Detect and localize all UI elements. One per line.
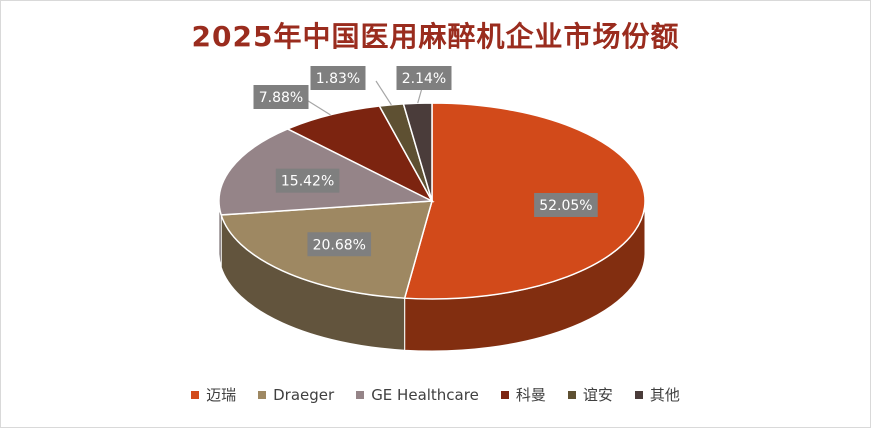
data-label-box-0: [534, 192, 598, 217]
leader-line-4: [375, 80, 392, 106]
leader-line-5: [417, 87, 423, 104]
legend-swatch: [191, 390, 200, 399]
legend-swatch: [634, 390, 643, 399]
leader-line-3: [304, 98, 331, 116]
legend-item: Draeger: [258, 384, 334, 405]
legend-swatch: [500, 390, 509, 399]
data-label-0: 52.05%: [539, 198, 592, 214]
data-label-box-5: [396, 66, 452, 90]
legend-label: 谊安: [582, 386, 613, 404]
data-label-3: 7.88%: [259, 90, 303, 106]
pie-slice-0: [403, 102, 646, 300]
legend-swatch: [258, 390, 267, 399]
data-label-box-4: [310, 66, 366, 90]
legend-label: 迈瑞: [206, 386, 237, 404]
legend: 迈瑞 Draeger GE Healthcare 科曼 谊安 其他: [1, 384, 870, 405]
chart-title: 2025年中国医用麻醉机企业市场份额: [191, 20, 680, 53]
legend-label: Draeger: [273, 385, 335, 404]
data-label-4: 1.83%: [316, 71, 360, 87]
data-label-box-3: [253, 85, 309, 109]
legend-item: 迈瑞: [191, 384, 236, 405]
legend-item: 谊安: [567, 384, 613, 405]
legend-swatch: [356, 390, 365, 399]
legend-item: 其他: [634, 384, 680, 405]
legend-label: 科曼: [515, 386, 546, 404]
pie-slices: [218, 102, 646, 300]
legend-label: GE Healthcare: [371, 385, 479, 404]
pie-slice-3: [285, 105, 434, 203]
legend-item: 科曼: [500, 384, 546, 405]
legend-item: GE Healthcare: [356, 384, 479, 405]
data-label-5: 2.14%: [402, 71, 446, 87]
data-label-1: 20.68%: [313, 237, 366, 253]
legend-label: 其他: [649, 386, 680, 404]
data-label-box-2: [275, 168, 340, 193]
legend-swatch: [567, 390, 576, 399]
data-label-2: 15.42%: [281, 174, 334, 190]
pie-slice-5: [402, 102, 433, 202]
pie-data-labels: 52.05% 20.68% 15.42% 7.88% 1.83% 2.14%: [253, 66, 598, 257]
data-label-box-1: [307, 232, 372, 257]
